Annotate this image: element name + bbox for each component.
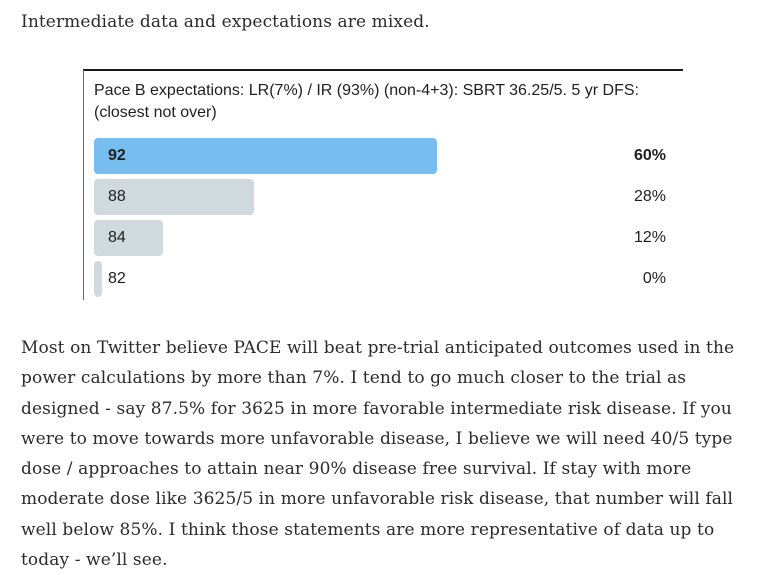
poll-option-percent: 60% — [633, 147, 666, 164]
poll-card: Pace B expectations: LR(7%) / IR (93%) (… — [83, 69, 683, 300]
poll-option-percent: 12% — [633, 229, 666, 246]
poll-option-label: 82 — [108, 270, 126, 287]
body-paragraph: Most on Twitter believe PACE will beat p… — [21, 338, 735, 571]
poll-option[interactable]: 84 12% — [94, 220, 666, 256]
poll-bar — [94, 261, 102, 297]
intro-paragraph: Intermediate data and expectations are m… — [21, 12, 430, 32]
poll-option-label: 88 — [108, 188, 126, 205]
poll-option[interactable]: 82 0% — [94, 261, 666, 297]
poll-option-percent: 28% — [633, 188, 666, 205]
poll-bar — [94, 220, 163, 256]
poll-option-percent: 0% — [642, 270, 666, 287]
poll-option[interactable]: 88 28% — [94, 179, 666, 215]
poll-option-label: 92 — [108, 147, 126, 164]
poll-option-label: 84 — [108, 229, 126, 246]
poll-question: Pace B expectations: LR(7%) / IR (93%) (… — [94, 82, 639, 121]
poll-bar — [94, 138, 437, 174]
poll-bar — [94, 179, 255, 215]
poll-option[interactable]: 92 60% — [94, 138, 666, 174]
